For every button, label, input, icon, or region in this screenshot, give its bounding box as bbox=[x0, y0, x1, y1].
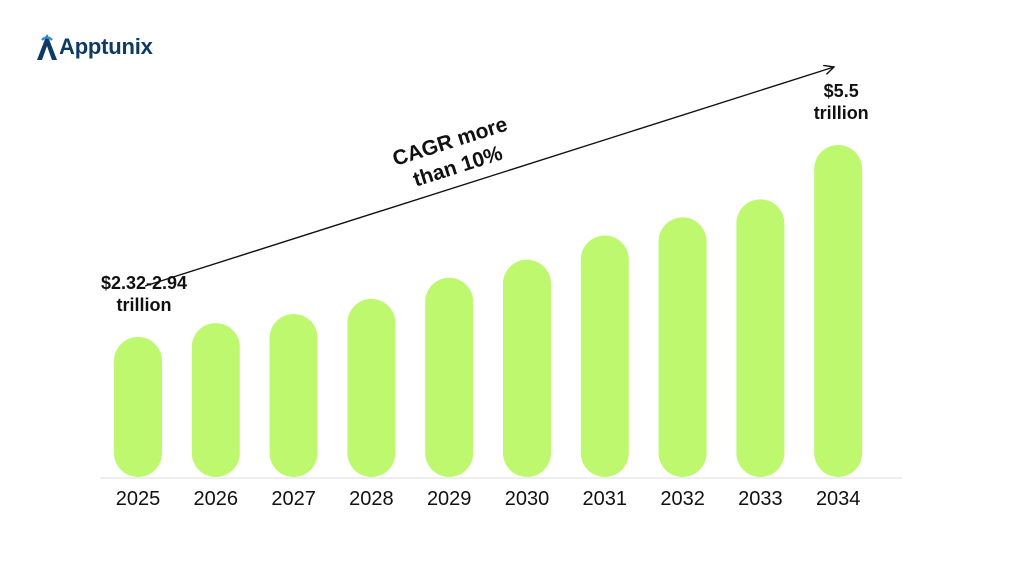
apptunix-logo: Apptunix bbox=[36, 30, 153, 64]
bar-series bbox=[114, 145, 863, 477]
data-labels: $2.32-2.94 trillion $5.5 trillion bbox=[101, 81, 869, 315]
x-tick-label-2030: 2030 bbox=[505, 488, 550, 510]
x-tick-label-2025: 2025 bbox=[116, 488, 161, 510]
x-tick-labels: 2025 2026 2027 2028 2029 2030 2031 2032 2033 2034 bbox=[116, 488, 861, 510]
data-label-2025: $2.32-2.94 trillion bbox=[101, 273, 187, 315]
bar-2034 bbox=[814, 145, 863, 477]
apptunix-logo-icon bbox=[37, 34, 57, 60]
bar-2029 bbox=[425, 277, 474, 477]
bar-2027 bbox=[269, 314, 318, 477]
bar-2033 bbox=[736, 199, 785, 477]
bar-2025 bbox=[114, 336, 162, 477]
x-tick-label-2031: 2031 bbox=[583, 488, 628, 510]
cagr-annotation: CAGR morethan 10% bbox=[390, 113, 518, 196]
brand-name: Apptunix bbox=[59, 34, 153, 59]
x-tick-label-2029: 2029 bbox=[427, 488, 472, 510]
bar-2028 bbox=[347, 298, 396, 477]
bar-2030 bbox=[503, 259, 551, 477]
bar-2031 bbox=[580, 235, 629, 477]
x-tick-label-2034: 2034 bbox=[816, 488, 861, 510]
x-tick-label-2026: 2026 bbox=[194, 488, 239, 510]
x-tick-label-2033: 2033 bbox=[738, 488, 783, 510]
x-tick-label-2028: 2028 bbox=[349, 488, 394, 510]
bar-2032 bbox=[658, 217, 707, 477]
bar-2026 bbox=[191, 323, 240, 477]
data-label-2034: $5.5 trillion bbox=[814, 81, 869, 123]
x-tick-label-2027: 2027 bbox=[271, 488, 316, 510]
trend-arrow bbox=[144, 67, 834, 287]
x-tick-label-2032: 2032 bbox=[660, 488, 705, 510]
